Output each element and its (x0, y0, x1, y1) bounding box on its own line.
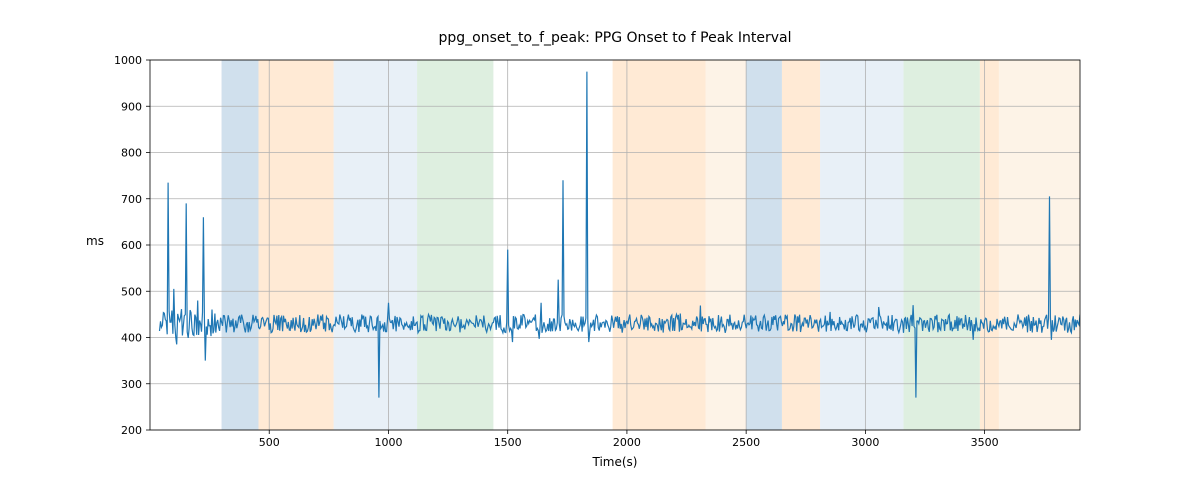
y-tick-label: 400 (121, 332, 142, 345)
y-tick-label: 900 (121, 100, 142, 113)
y-tick-label: 1000 (114, 54, 142, 67)
x-tick-label: 2500 (732, 436, 760, 449)
x-axis-label: Time(s) (592, 455, 638, 469)
x-tick-label: 1500 (494, 436, 522, 449)
y-tick-label: 700 (121, 193, 142, 206)
y-axis-label: ms (86, 234, 104, 248)
chart-svg: 500 1000 1500 2000 2500 3000 3500 200 300 400 500 6… (0, 0, 1200, 500)
chart-title: ppg_onset_to_f_peak: PPG Onset to f Peak… (439, 30, 792, 46)
x-tick-label: 500 (259, 436, 280, 449)
y-tick-label: 500 (121, 285, 142, 298)
x-tick-label: 3000 (851, 436, 879, 449)
chart-container: 500 1000 1500 2000 2500 3000 3500 200 300 400 500 6… (0, 0, 1200, 500)
x-tick-label: 2000 (613, 436, 641, 449)
y-tick-label: 600 (121, 239, 142, 252)
x-tick-label: 1000 (374, 436, 402, 449)
y-tick-label: 200 (121, 424, 142, 437)
y-tick-label: 300 (121, 378, 142, 391)
y-tick-label: 800 (121, 147, 142, 160)
x-tick-label: 3500 (971, 436, 999, 449)
